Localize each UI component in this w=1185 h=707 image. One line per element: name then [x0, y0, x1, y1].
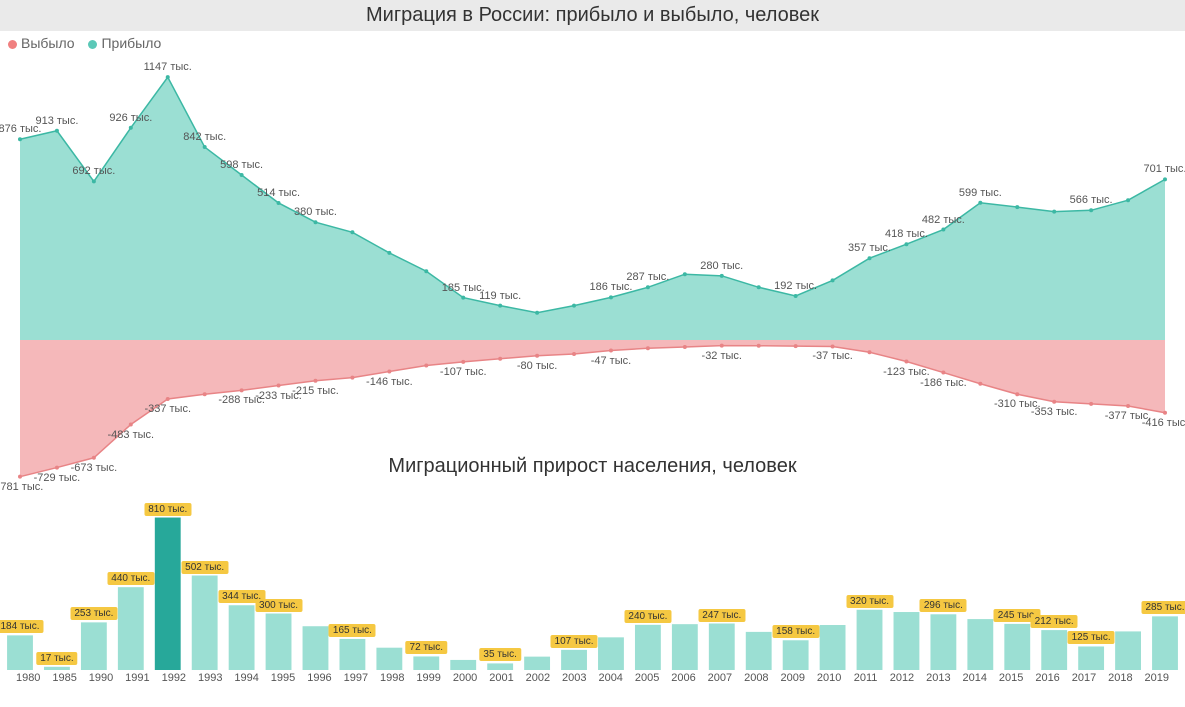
- departed-label: -32 тыс.: [702, 350, 742, 362]
- departed-label: -80 тыс.: [517, 360, 557, 372]
- x-tick: 2018: [1102, 672, 1138, 684]
- x-tick: 1996: [301, 672, 337, 684]
- x-tick: 2003: [556, 672, 592, 684]
- bar-label: 72 тыс.: [406, 641, 447, 654]
- area-chart-svg: [0, 55, 1185, 485]
- departed-label: -37 тыс.: [812, 350, 852, 362]
- bar-label: 35 тыс.: [479, 648, 520, 661]
- x-tick: 2011: [847, 672, 883, 684]
- x-tick: 1997: [338, 672, 374, 684]
- x-tick: 1991: [119, 672, 155, 684]
- chart-subtitle: Миграционный прирост населения, человек: [0, 455, 1185, 478]
- x-axis: 1980198519901991199219931994199519961997…: [0, 670, 1185, 684]
- legend-departed-label: Выбыло: [21, 35, 75, 51]
- arrived-label: 287 тыс.: [626, 271, 669, 283]
- arrived-label: 926 тыс.: [109, 112, 152, 124]
- arrived-label: 380 тыс.: [294, 206, 337, 218]
- x-tick: 2000: [447, 672, 483, 684]
- arrived-label: 280 тыс.: [700, 260, 743, 272]
- arrived-label: 913 тыс.: [35, 115, 78, 127]
- x-tick: 1990: [83, 672, 119, 684]
- arrived-label: 692 тыс.: [72, 165, 115, 177]
- legend-dot-arrived: [88, 40, 97, 49]
- arrived-label: 566 тыс.: [1070, 194, 1113, 206]
- chart-title: Миграция в России: прибыло и выбыло, чел…: [0, 0, 1185, 31]
- arrived-label: 482 тыс.: [922, 214, 965, 226]
- arrived-label: 598 тыс.: [220, 159, 263, 171]
- legend-dot-departed: [8, 40, 17, 49]
- x-tick: 2017: [1066, 672, 1102, 684]
- departed-label: -483 тыс.: [108, 429, 155, 441]
- bar-label: 165 тыс.: [329, 624, 376, 637]
- area-chart: 876 тыс.913 тыс.692 тыс.926 тыс.1147 тыс…: [0, 55, 1185, 485]
- bar-label: 440 тыс.: [107, 572, 154, 585]
- arrived-label: 599 тыс.: [959, 187, 1002, 199]
- bar-label: 184 тыс.: [0, 620, 44, 633]
- x-tick: 2009: [775, 672, 811, 684]
- bar-chart: 184 тыс. 17 тыс. 253 тыс. 440 тыс. 810 тыс. 5…: [0, 485, 1185, 670]
- x-tick: 2010: [811, 672, 847, 684]
- bar-label: 320 тыс.: [846, 595, 893, 608]
- departed-label: -416 тыс.: [1142, 417, 1185, 429]
- legend: Выбыло Прибыло: [0, 31, 1185, 55]
- bar-label: 247 тыс.: [698, 609, 745, 622]
- bar-label: 253 тыс.: [70, 607, 117, 620]
- x-tick: 1998: [374, 672, 410, 684]
- x-tick: 2002: [520, 672, 556, 684]
- x-tick: 2005: [629, 672, 665, 684]
- bar-label: 212 тыс.: [1031, 615, 1078, 628]
- arrived-label: 192 тыс.: [774, 280, 817, 292]
- x-tick: 1980: [10, 672, 46, 684]
- x-tick: 2014: [957, 672, 993, 684]
- x-tick: 1999: [410, 672, 446, 684]
- departed-label: -337 тыс.: [144, 403, 191, 415]
- x-tick: 1994: [228, 672, 264, 684]
- bar-label: 296 тыс.: [920, 599, 967, 612]
- x-tick: 2019: [1139, 672, 1175, 684]
- x-tick: 2006: [665, 672, 701, 684]
- x-tick: 2016: [1029, 672, 1065, 684]
- arrived-label: 842 тыс.: [183, 131, 226, 143]
- x-tick: 2008: [738, 672, 774, 684]
- arrived-label: 1147 тыс.: [144, 61, 192, 73]
- x-tick: 2007: [702, 672, 738, 684]
- arrived-label: 701 тыс.: [1144, 163, 1185, 175]
- bar-label: 502 тыс.: [181, 561, 228, 574]
- legend-departed: Выбыло: [8, 35, 75, 51]
- x-tick: 1992: [156, 672, 192, 684]
- bar-label: 107 тыс.: [551, 635, 598, 648]
- bar-label: 240 тыс.: [624, 610, 671, 623]
- departed-label: -146 тыс.: [366, 376, 413, 388]
- arrived-label: 119 тыс.: [479, 290, 521, 302]
- bar-label: 300 тыс.: [255, 599, 302, 612]
- x-tick: 2004: [593, 672, 629, 684]
- bar-label: 17 тыс.: [36, 652, 77, 665]
- x-tick: 2001: [483, 672, 519, 684]
- x-tick: 2012: [884, 672, 920, 684]
- bar-label: 158 тыс.: [772, 625, 819, 638]
- x-tick: 1985: [46, 672, 82, 684]
- arrived-label: 514 тыс.: [257, 187, 300, 199]
- x-tick: 1993: [192, 672, 228, 684]
- legend-arrived-label: Прибыло: [101, 35, 161, 51]
- arrived-label: 418 тыс.: [885, 228, 928, 240]
- x-tick: 2015: [993, 672, 1029, 684]
- x-tick: 2013: [920, 672, 956, 684]
- bar-label: 810 тыс.: [144, 503, 191, 516]
- arrived-label: 357 тыс.: [848, 242, 891, 254]
- legend-arrived: Прибыло: [88, 35, 161, 51]
- departed-label: -215 тыс.: [292, 385, 339, 397]
- departed-label: -107 тыс.: [440, 366, 487, 378]
- departed-label: -186 тыс.: [920, 377, 967, 389]
- bar-label: 125 тыс.: [1068, 631, 1115, 644]
- bar-label: 285 тыс.: [1141, 601, 1185, 614]
- departed-label: -353 тыс.: [1031, 406, 1078, 418]
- departed-label: -47 тыс.: [591, 355, 631, 367]
- x-tick: 1995: [265, 672, 301, 684]
